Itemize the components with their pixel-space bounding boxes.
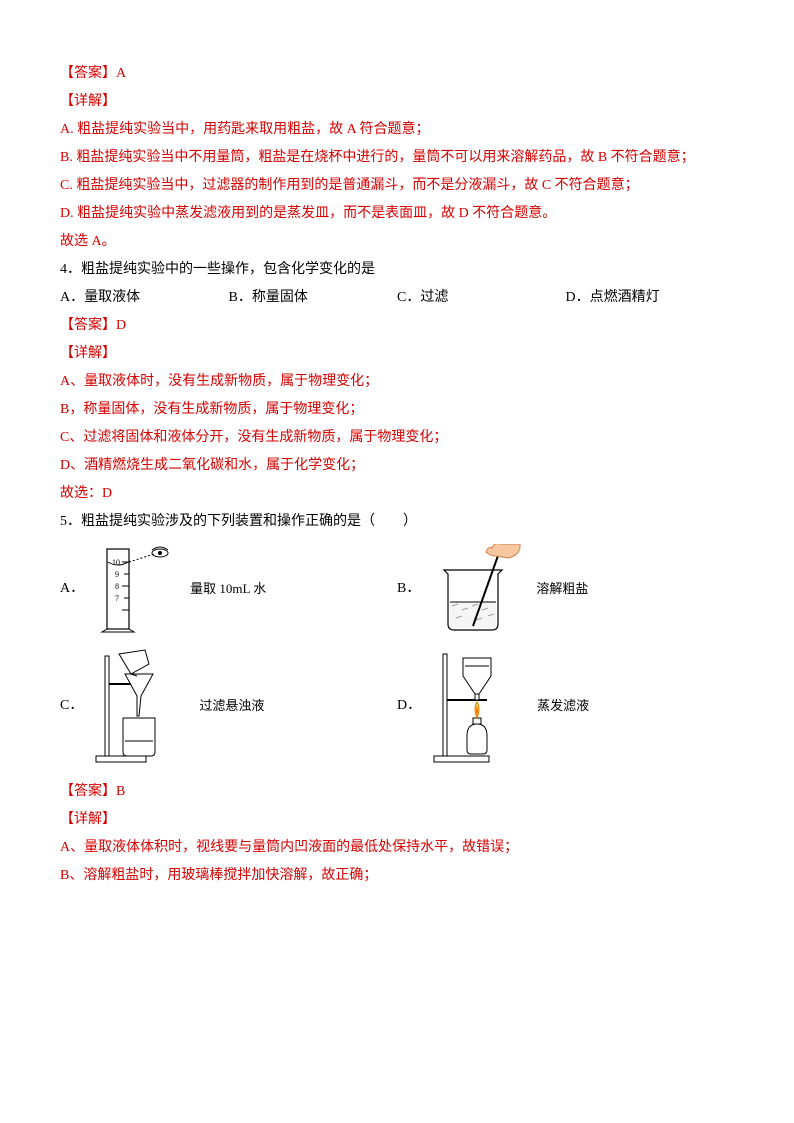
q1-select: 故选 A。 xyxy=(60,228,734,256)
svg-text:9: 9 xyxy=(115,570,119,579)
q5-opt-c-label: C． xyxy=(60,692,83,720)
q4-select: 故选：D xyxy=(60,480,734,508)
q5-opt-b-caption: 溶解粗盐 xyxy=(536,576,588,602)
q5-answer-value: B xyxy=(116,784,125,799)
q1-c: C. 粗盐提纯实验当中，过滤器的制作用到的是普通漏斗，而不是分液漏斗，故 C 不… xyxy=(60,172,734,200)
detail-label-2: 【详解】 xyxy=(60,340,734,368)
q5-opt-b-label: B． xyxy=(397,575,420,603)
q5-opt-c-caption: 过滤悬浊液 xyxy=(199,693,264,719)
q4-opt-d: D．点燃酒精灯 xyxy=(566,284,735,312)
q4-stem: 4．粗盐提纯实验中的一些操作，包含化学变化的是 xyxy=(60,256,734,284)
q4-opt-a: A．量取液体 xyxy=(60,284,229,312)
svg-text:8: 8 xyxy=(115,582,119,591)
q1-b: B. 粗盐提纯实验当中不用量筒，粗盐是在烧杯中进行的，量筒不可以用来溶解药品，故… xyxy=(60,144,734,172)
q5-b: B、溶解粗盐时，用玻璃棒搅拌加快溶解，故正确； xyxy=(60,862,734,890)
figure-d-evaporation-icon xyxy=(429,646,529,766)
q4-opt-c: C．过滤 xyxy=(397,284,566,312)
q4-opt-b: B．称量固体 xyxy=(229,284,398,312)
q5-stem: 5．粗盐提纯实验涉及的下列装置和操作正确的是（ ） xyxy=(60,508,734,536)
detail-label-3: 【详解】 xyxy=(60,806,734,834)
figure-a-cylinder-icon: 10 9 8 7 xyxy=(92,544,182,634)
q1-a: A. 粗盐提纯实验当中，用药匙来取用粗盐，故 A 符合题意； xyxy=(60,116,734,144)
figure-c-filtration-icon xyxy=(91,646,191,766)
svg-text:10: 10 xyxy=(112,558,120,567)
q4-d: D、酒精燃烧生成二氧化碳和水，属于化学变化； xyxy=(60,452,734,480)
svg-text:7: 7 xyxy=(115,594,119,603)
q5-a: A、量取液体体积时，视线要与量筒内凹液面的最低处保持水平，故错误； xyxy=(60,834,734,862)
q4-a: A、量取液体时，没有生成新物质，属于物理变化； xyxy=(60,368,734,396)
answer-label: 【答案】 xyxy=(60,66,116,81)
q4-answer-label: 【答案】 xyxy=(60,318,116,333)
answer-value: A xyxy=(116,66,126,81)
q5-opt-a-caption: 量取 10mL 水 xyxy=(190,576,266,602)
q4-c: C、过滤将固体和液体分开，没有生成新物质，属于物理变化； xyxy=(60,424,734,452)
q5-answer-label: 【答案】 xyxy=(60,784,116,799)
q5-opt-a-label: A． xyxy=(60,575,84,603)
figure-b-beaker-icon xyxy=(428,544,528,634)
q4-answer-value: D xyxy=(116,318,126,333)
q5-opt-d-caption: 蒸发滤液 xyxy=(537,693,589,719)
detail-label: 【详解】 xyxy=(60,88,734,116)
q5-opt-d-label: D． xyxy=(397,692,421,720)
q4-b: B，称量固体，没有生成新物质，属于物理变化； xyxy=(60,396,734,424)
q1-d: D. 粗盐提纯实验中蒸发滤液用到的是蒸发皿，而不是表面皿，故 D 不符合题意。 xyxy=(60,200,734,228)
